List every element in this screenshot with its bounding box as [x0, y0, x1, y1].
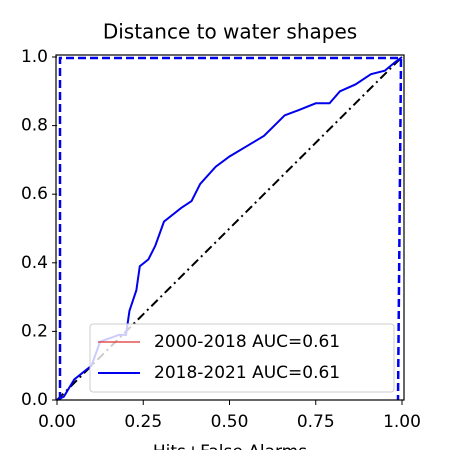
legend-label: 2018-2021 AUC=0.61: [154, 363, 340, 383]
x-tick-label: 0.50: [211, 412, 249, 432]
x-tick-label: 1.00: [383, 412, 421, 432]
x-axis-label: Hits+False Alarms: [153, 442, 307, 450]
y-tick-label: 0.4: [21, 253, 48, 273]
y-tick-label: 0.2: [21, 321, 48, 341]
y-tick-label: 0.0: [21, 390, 48, 410]
x-tick-label: 0.25: [124, 412, 162, 432]
y-tick-label: 0.6: [21, 184, 48, 204]
y-tick-label: 0.8: [21, 116, 48, 136]
legend-box: [89, 323, 395, 393]
chart-title: Distance to water shapes: [103, 20, 357, 44]
y-tick-label: 1.0: [21, 47, 48, 67]
perfect-line: [58, 56, 403, 401]
legend-label: 2000-2018 AUC=0.61: [154, 332, 340, 352]
x-tick-label: 0.00: [38, 412, 76, 432]
x-tick-label: 0.75: [297, 412, 335, 432]
